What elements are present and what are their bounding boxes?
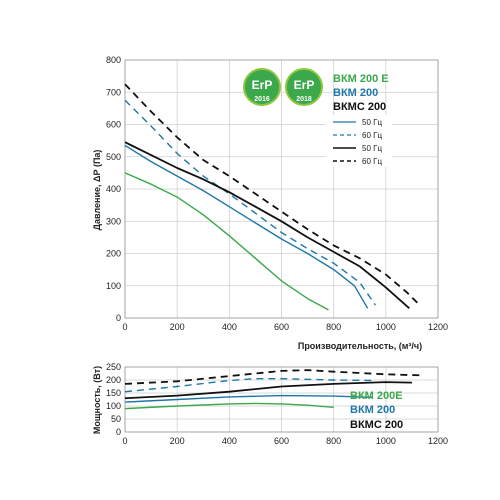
bottom-plot-series: [124, 369, 420, 410]
legend-entry-label: 50 Гц: [362, 144, 382, 153]
model-label-vkm200e: ВКМ 200 Е: [333, 73, 389, 85]
bottom-xtick-label: 200: [170, 436, 185, 446]
erp-2016-year: 2016: [254, 96, 270, 103]
top-xtick-label: 800: [326, 322, 341, 332]
top-series-line: [124, 83, 421, 306]
legend-entry-label: 50 Гц: [362, 118, 382, 127]
bottom-xtick-label: 600: [274, 436, 289, 446]
top-xtick-label: 200: [170, 322, 185, 332]
legend-entry-label: 60 Гц: [362, 131, 382, 140]
lower-label-vkm200e: ВКМ 200Е: [350, 390, 403, 402]
erp-2018-text: ErP: [294, 78, 315, 92]
top-ytick-label: 0: [116, 313, 121, 323]
bottom-ytick-label: 200: [106, 375, 121, 385]
lower-label-vkmc200: ВКМС 200: [350, 419, 403, 431]
bottom-xtick-label: 800: [326, 436, 341, 446]
bottom-ylabel: Мощность, (Вт): [92, 366, 102, 434]
legend: 50 Гц 60 Гц 50 Гц 60 Гц: [326, 115, 392, 167]
bottom-ytick-label: 150: [106, 388, 121, 398]
top-plot-axes: 0 200 400 600 800 1000 1200 0 100 200 300 400 500 600…: [106, 55, 448, 332]
top-xtick-label: 1200: [428, 322, 448, 332]
bottom-ytick-label: 250: [106, 362, 121, 372]
erp-2016-badge-icon: ErP 2016: [243, 68, 281, 106]
top-ytick-label: 600: [106, 120, 121, 130]
bottom-series-line: [124, 394, 373, 403]
erp-2018-year: 2018: [296, 96, 312, 103]
top-xtick-label: 400: [222, 322, 237, 332]
bottom-plot-axes: 0 200 400 600 800 1000 1200 0 50 100 150 200 250: [106, 362, 448, 446]
erp-2016-text: ErP: [252, 78, 273, 92]
top-series-line: [124, 172, 329, 311]
bottom-ytick-label: 50: [111, 414, 121, 424]
top-ytick-label: 300: [106, 216, 121, 226]
bottom-ytick-label: 0: [116, 427, 121, 437]
legend-background: [326, 115, 392, 167]
bottom-plot-frame: [124, 366, 439, 433]
top-ylabel: Давление, ΔР (Па): [92, 150, 102, 231]
top-ytick-label: 100: [106, 281, 121, 291]
top-xtick-label: 1000: [376, 322, 396, 332]
bottom-series-line: [124, 381, 412, 400]
top-ytick-label: 500: [106, 152, 121, 162]
bottom-xtick-label: 1200: [428, 436, 448, 446]
top-plot-series: [124, 83, 421, 311]
top-ytick-label: 800: [106, 55, 121, 65]
top-xtick-label: 600: [274, 322, 289, 332]
top-xlabel: Производительность, (м³/ч): [298, 341, 422, 351]
bottom-series-line: [124, 402, 334, 410]
bottom-series-line: [124, 369, 420, 385]
top-plot-grid: [124, 59, 439, 319]
legend-entry-label: 60 Гц: [362, 157, 382, 166]
top-plot-frame: [124, 59, 439, 319]
bottom-series-line: [124, 378, 376, 393]
bottom-xtick-label: 1000: [376, 436, 396, 446]
model-label-vkm200: ВКМ 200: [333, 87, 378, 99]
top-series-line: [124, 144, 369, 309]
top-series-line: [124, 99, 376, 306]
top-ytick-label: 400: [106, 184, 121, 194]
model-label-vkmc200: ВКМС 200: [333, 101, 386, 113]
bottom-xtick-label: 400: [222, 436, 237, 446]
bottom-xtick-label: 0: [122, 436, 127, 446]
lower-label-vkm200: ВКМ 200: [350, 404, 395, 416]
erp-2018-badge-icon: ErP 2018: [285, 68, 323, 106]
top-ytick-label: 700: [106, 87, 121, 97]
top-series-line: [124, 141, 410, 309]
top-xtick-label: 0: [122, 322, 127, 332]
top-ytick-label: 200: [106, 249, 121, 259]
bottom-ytick-label: 100: [106, 401, 121, 411]
